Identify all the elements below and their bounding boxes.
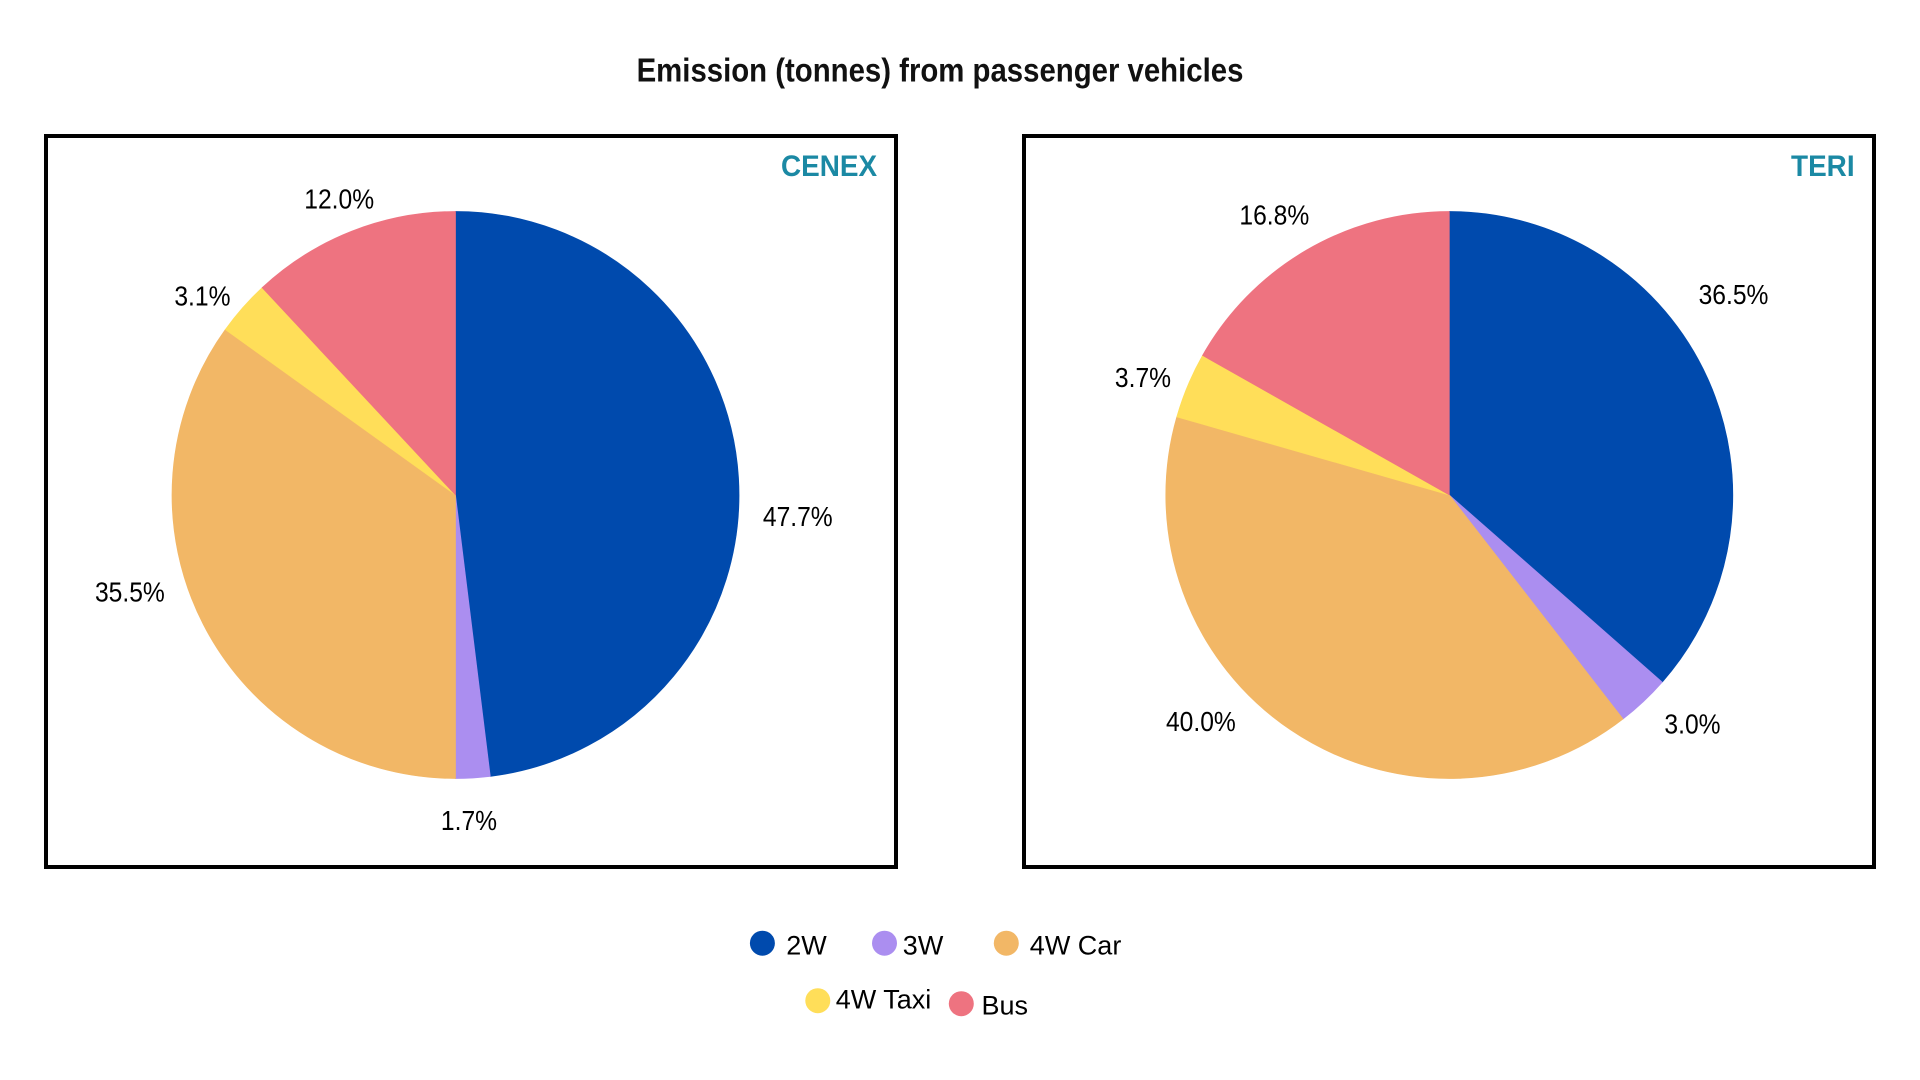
svg-text:40.0%: 40.0% (1166, 705, 1236, 737)
svg-text:CENEX: CENEX (781, 150, 878, 183)
svg-text:3W: 3W (903, 931, 944, 961)
svg-text:35.5%: 35.5% (95, 576, 165, 608)
svg-text:3.7%: 3.7% (1115, 361, 1171, 393)
svg-text:12.0%: 12.0% (304, 183, 374, 215)
svg-text:3.1%: 3.1% (174, 280, 230, 312)
svg-text:47.7%: 47.7% (763, 500, 833, 532)
svg-text:4W Car: 4W Car (1030, 931, 1122, 961)
svg-text:3.0%: 3.0% (1664, 708, 1720, 740)
svg-text:Emission (tonnes) from passeng: Emission (tonnes) from passenger vehicle… (637, 52, 1244, 89)
svg-text:1.7%: 1.7% (441, 804, 497, 836)
svg-text:TERI: TERI (1791, 150, 1855, 183)
svg-text:4W Taxi: 4W Taxi (836, 984, 932, 1014)
svg-text:16.8%: 16.8% (1239, 199, 1309, 231)
svg-text:Bus: Bus (982, 991, 1029, 1021)
svg-text:2W: 2W (786, 931, 827, 961)
svg-text:36.5%: 36.5% (1699, 279, 1769, 311)
